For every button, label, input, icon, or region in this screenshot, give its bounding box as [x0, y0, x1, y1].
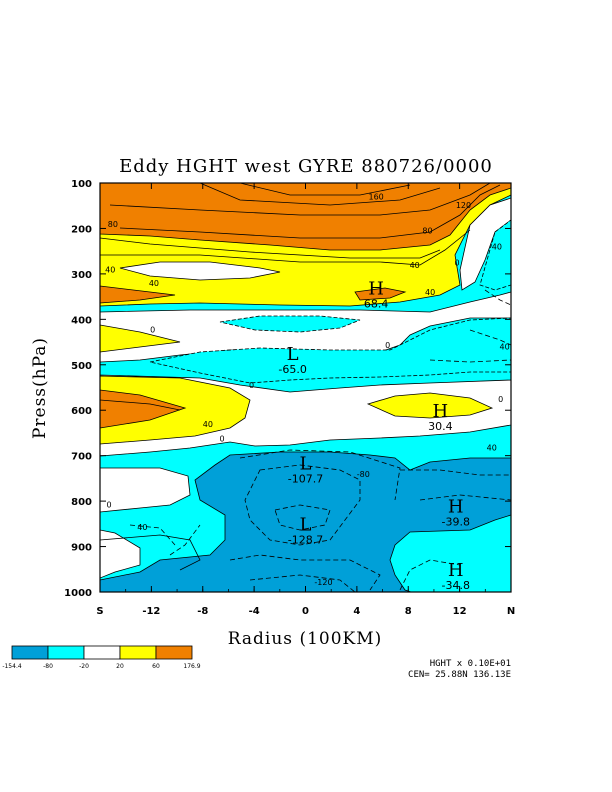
extremum-value: 30.4: [428, 420, 453, 433]
contour-labels: 160 120 80 80 40 40 40 0 40 40 0 0 40 0 0 40 0 40 -80 0 40 -1…: [105, 193, 509, 587]
orange-left-lens: [100, 285, 176, 304]
white-lens-300: [119, 261, 281, 281]
yellow-left-tip: [100, 324, 181, 353]
contour-label: 40: [425, 288, 435, 297]
contour-label: 0: [150, 325, 155, 334]
yellow-right-lens: [366, 392, 494, 419]
info-line-1: HGHT x 0.10E+01: [430, 659, 511, 669]
extremum-value: -65.0: [278, 363, 306, 376]
x-tick-label: -4: [249, 606, 260, 617]
x-tick-label: N: [507, 606, 515, 617]
contour-label: 40: [487, 443, 497, 452]
x-axis-label: Radius (100KM): [228, 629, 383, 649]
contour-label: 160: [369, 193, 384, 202]
info-line-2: CEN= 25.88N 136.13E: [408, 670, 511, 680]
orange-contour-lines: [100, 183, 501, 571]
contour-label: 0: [106, 501, 111, 510]
contour-fill-layer: [100, 183, 511, 592]
extremum-letter: L: [300, 515, 312, 536]
y-tick-label: 700: [71, 452, 92, 463]
cyan-upper-right: [479, 219, 511, 291]
x-tick-label: 8: [405, 606, 412, 617]
extremum-value: -34.8: [442, 579, 470, 592]
y-tick-label: 200: [71, 224, 92, 235]
extrema-markers: H68.4L-65.0H30.4L-107.7H-39.8L-128.7H-34…: [278, 278, 470, 592]
extremum-letter: H: [368, 278, 384, 299]
legend-swatch: [47, 645, 85, 660]
extremum-value: -39.8: [442, 515, 470, 528]
negative-contour-lines: [129, 289, 511, 592]
legend-label: 20: [116, 663, 124, 670]
y-tick-label: 500: [71, 361, 92, 372]
contour-label: 40: [203, 420, 213, 429]
extremum-value: -107.7: [288, 472, 323, 485]
x-tick-label: S: [96, 606, 103, 617]
contour-label: -120: [314, 578, 332, 587]
extremum-value: -128.7: [288, 534, 323, 547]
chart-title: Eddy HGHT west GYRE 880726/0000: [119, 156, 493, 177]
contour-label: 40: [149, 279, 159, 288]
white-pocket-bottom-left: [100, 529, 141, 579]
orange-top-band: [100, 183, 511, 251]
x-tick-label: 12: [453, 606, 467, 617]
extremum-letter: H: [448, 496, 464, 517]
white-upper-right: [459, 197, 511, 291]
y-tick-label: 800: [71, 497, 92, 508]
axis-ticks: [99, 182, 512, 593]
legend-swatch: [83, 645, 121, 660]
contour-label: 0: [455, 259, 460, 268]
contour-label: 120: [456, 201, 471, 210]
extremum-letter: L: [287, 344, 299, 365]
contour-label: 0: [219, 434, 224, 443]
cyan-band-500: [149, 317, 511, 384]
x-tick-label: -12: [142, 606, 160, 617]
contour-label: 40: [499, 343, 509, 352]
cyan-lens-400: [219, 315, 361, 333]
contour-label: 0: [498, 395, 503, 404]
y-axis-label: Press(hPa): [30, 337, 50, 439]
legend-swatch: [119, 645, 157, 660]
contour-label: 80: [108, 220, 118, 229]
contour-label: 0: [249, 381, 254, 390]
contour-label: 40: [137, 523, 147, 532]
contour-label: 40: [105, 265, 115, 274]
extremum-letter: H: [448, 560, 464, 581]
legend-label: -154.4: [2, 663, 22, 670]
x-tick-label: 0: [302, 606, 309, 617]
deep-low-region: [100, 451, 511, 592]
extremum-letter: H: [433, 401, 449, 422]
y-tick-label: 1000: [64, 588, 92, 599]
orange-lens-350: [354, 287, 407, 301]
contour-label: 80: [422, 227, 432, 236]
legend-label: -80: [43, 663, 53, 670]
y-tick-labels: 100 200 300 400 500 600 700 800 900 1000: [64, 179, 92, 599]
legend-label: -20: [79, 663, 89, 670]
y-tick-label: 600: [71, 406, 92, 417]
legend-label: 60: [152, 663, 160, 670]
y-tick-label: 300: [71, 270, 92, 281]
legend-swatch: [11, 645, 49, 660]
x-tick-label: -8: [197, 606, 208, 617]
contour-label: 40: [410, 261, 420, 270]
extremum-value: 68.4: [364, 297, 389, 310]
contour-label: 0: [385, 341, 390, 350]
x-tick-labels: S -12 -8 -4 0 4 8 12 N: [96, 606, 515, 617]
contour-label: 40: [492, 243, 502, 252]
orange-left-core: [100, 389, 187, 429]
y-tick-label: 400: [71, 315, 92, 326]
extremum-letter: L: [300, 453, 312, 474]
legend-swatch: [155, 645, 193, 660]
contour-label: -80: [357, 470, 370, 479]
x-tick-label: 4: [353, 606, 360, 617]
legend-label: 176.9: [183, 663, 200, 670]
color-legend: -154.4 -80 -20 20 60 176.9: [2, 645, 201, 670]
y-tick-label: 100: [71, 179, 92, 190]
y-tick-label: 900: [71, 543, 92, 554]
white-pocket-800: [100, 467, 191, 513]
